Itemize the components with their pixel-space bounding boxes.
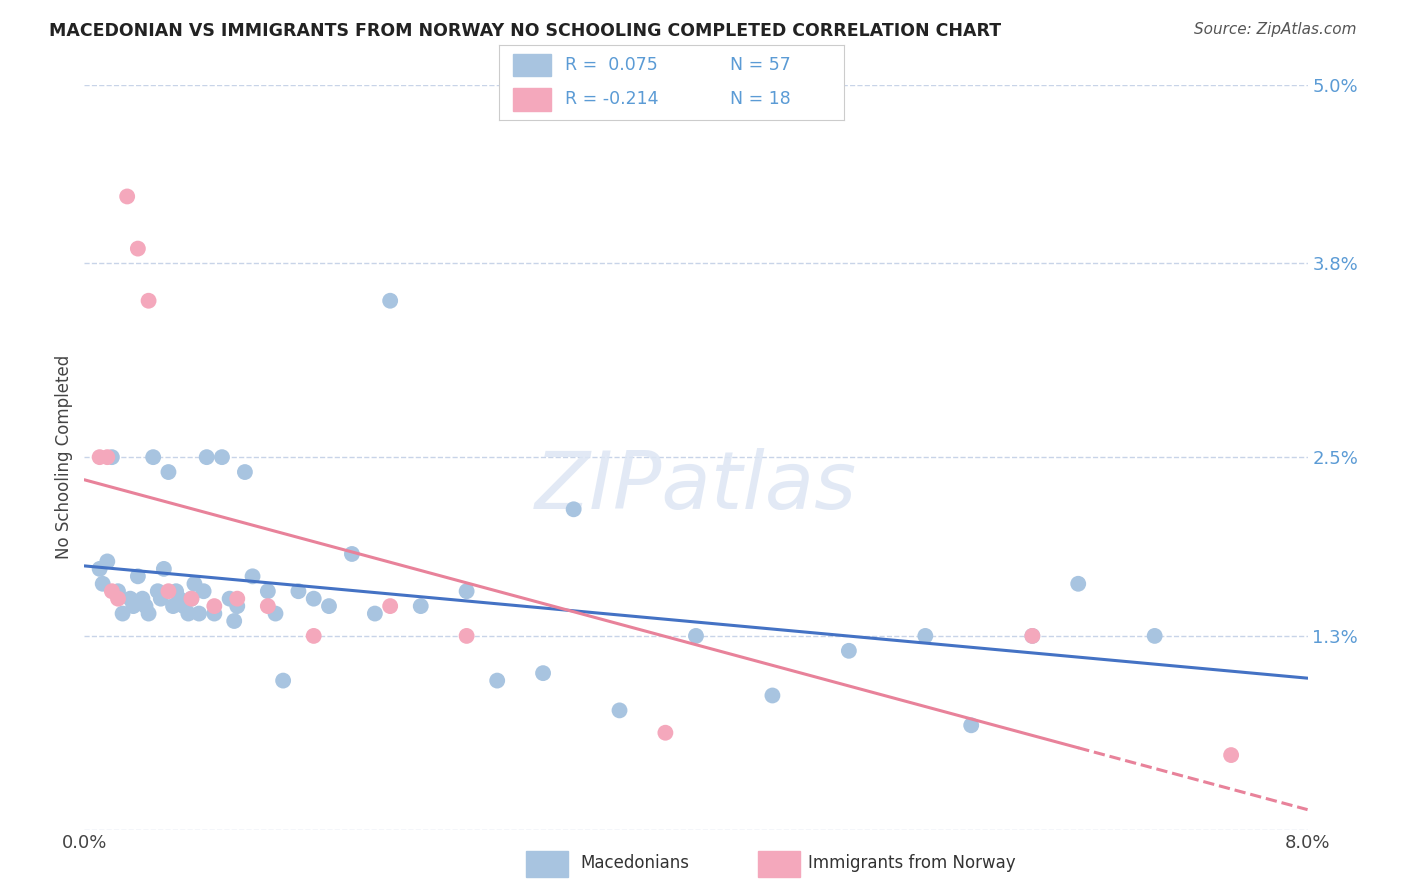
Point [195, 450, 218, 464]
Point [101, 584, 124, 599]
Point [138, 293, 160, 308]
Point [162, 599, 184, 614]
Text: R = -0.214: R = -0.214 [565, 90, 658, 108]
Point [761, 689, 783, 703]
Point [173, 599, 195, 614]
Point [142, 450, 165, 464]
Point [287, 584, 309, 599]
Point [233, 465, 256, 479]
Bar [513, 87, 551, 111]
Text: Immigrants from Norway: Immigrants from Norway [808, 854, 1017, 872]
Point [838, 644, 860, 658]
Point [226, 591, 249, 606]
Point [654, 725, 676, 739]
Point [409, 599, 432, 614]
Point [218, 591, 240, 606]
Text: N = 57: N = 57 [730, 56, 790, 74]
Point [456, 584, 478, 599]
Point [271, 673, 294, 688]
Point [1067, 576, 1090, 591]
Point [202, 607, 225, 621]
Point [96, 450, 118, 464]
Point [183, 576, 205, 591]
Point [91, 576, 114, 591]
Bar [758, 851, 800, 877]
Point [153, 562, 176, 576]
Point [380, 599, 402, 614]
Point [157, 465, 180, 479]
Point [180, 591, 202, 606]
Point [165, 584, 187, 599]
Bar [526, 851, 568, 877]
Point [302, 629, 325, 643]
Point [531, 666, 554, 681]
Point [340, 547, 363, 561]
Point [202, 599, 225, 614]
Point [120, 591, 142, 606]
Point [456, 629, 478, 643]
Text: R =  0.075: R = 0.075 [565, 56, 658, 74]
Point [318, 599, 340, 614]
Point [115, 189, 138, 203]
Text: Source: ZipAtlas.com: Source: ZipAtlas.com [1194, 22, 1357, 37]
Point [89, 450, 111, 464]
Point [89, 562, 111, 576]
Point [127, 242, 149, 256]
Bar [513, 54, 551, 77]
Point [146, 584, 169, 599]
Y-axis label: No Schooling Completed: No Schooling Completed [55, 355, 73, 559]
Point [264, 607, 287, 621]
Point [167, 591, 190, 606]
Point [107, 584, 129, 599]
Point [149, 591, 172, 606]
Point [1220, 747, 1243, 762]
Point [257, 599, 280, 614]
Point [111, 607, 134, 621]
Point [1021, 629, 1043, 643]
Point [135, 599, 157, 614]
Point [122, 599, 145, 614]
Point [101, 450, 124, 464]
Text: Macedonians: Macedonians [581, 854, 690, 872]
Point [380, 293, 402, 308]
Point [914, 629, 936, 643]
Point [1143, 629, 1166, 643]
Point [180, 591, 202, 606]
Point [257, 584, 280, 599]
Point [685, 629, 707, 643]
Point [609, 703, 631, 717]
Point [226, 599, 249, 614]
Point [188, 607, 211, 621]
Text: N = 18: N = 18 [730, 90, 790, 108]
Point [224, 614, 246, 628]
Point [138, 607, 160, 621]
Point [177, 607, 200, 621]
Point [562, 502, 585, 516]
Point [211, 450, 233, 464]
Point [107, 591, 129, 606]
Point [96, 554, 118, 568]
Point [127, 569, 149, 583]
Text: ZIPatlas: ZIPatlas [534, 448, 858, 526]
Point [486, 673, 509, 688]
Point [157, 584, 180, 599]
Point [960, 718, 983, 732]
Point [193, 584, 215, 599]
Text: MACEDONIAN VS IMMIGRANTS FROM NORWAY NO SCHOOLING COMPLETED CORRELATION CHART: MACEDONIAN VS IMMIGRANTS FROM NORWAY NO … [49, 22, 1001, 40]
Point [242, 569, 264, 583]
Point [302, 591, 325, 606]
Point [131, 591, 153, 606]
Point [1021, 629, 1043, 643]
Point [364, 607, 387, 621]
